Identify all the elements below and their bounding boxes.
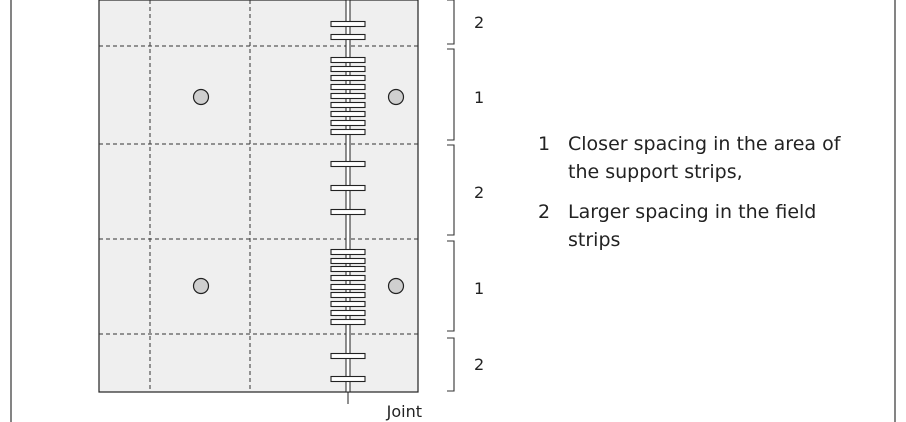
column-icon — [387, 277, 405, 295]
legend-item: 2 Larger spacing in the field strips — [538, 198, 858, 254]
strip-brackets — [447, 0, 455, 392]
grid-lines — [99, 0, 418, 392]
legend-text: Larger spacing in the field strips — [568, 201, 817, 251]
dowel-bar — [330, 375, 366, 383]
strip-label: 2 — [474, 183, 484, 202]
dowel-bar — [330, 20, 366, 28]
dowel-bar — [330, 318, 366, 326]
dowel-bar — [330, 274, 366, 282]
dowel-bar — [330, 92, 366, 100]
dowel-bar — [330, 110, 366, 118]
dowel-bar — [330, 309, 366, 317]
slab-right-panel — [348, 0, 419, 393]
dowel-bar — [330, 119, 366, 127]
legend-item: 1 Closer spacing in the area of the supp… — [538, 130, 858, 186]
legend-number: 2 — [538, 201, 551, 223]
dowel-bar — [330, 257, 366, 265]
dowel-bar — [330, 300, 366, 308]
column-icon — [192, 277, 210, 295]
dowel-bar — [330, 208, 366, 216]
dowel-bar — [330, 184, 366, 192]
strip-label: 2 — [474, 13, 484, 32]
dowel-bar — [330, 283, 366, 291]
dowel-bar — [330, 265, 366, 273]
dowel-bar — [330, 101, 366, 109]
dowel-bar — [330, 74, 366, 82]
dowel-bar — [330, 128, 366, 136]
legend: 1 Closer spacing in the area of the supp… — [538, 130, 858, 266]
strip-label: 1 — [474, 88, 484, 107]
dowel-bar — [330, 83, 366, 91]
dowel-bar — [330, 56, 366, 64]
column-icon — [387, 88, 405, 106]
dowel-bar — [330, 160, 366, 168]
joint-label: Joint — [386, 402, 422, 421]
dowel-bar — [330, 65, 366, 73]
dowel-bar — [330, 248, 366, 256]
legend-number: 1 — [538, 133, 551, 155]
dowel-bar — [330, 352, 366, 360]
dowel-bar — [330, 291, 366, 299]
dowel-bar — [330, 33, 366, 41]
strip-label: 1 — [474, 279, 484, 298]
strip-label: 2 — [474, 355, 484, 374]
legend-text: Closer spacing in the area of the suppor… — [568, 133, 841, 183]
slab-left-panel — [98, 0, 349, 393]
column-icon — [192, 88, 210, 106]
